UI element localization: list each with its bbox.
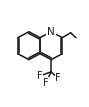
Text: N: N [47, 27, 55, 37]
Text: F: F [55, 73, 61, 83]
Text: F: F [43, 78, 49, 88]
Text: F: F [37, 71, 43, 81]
